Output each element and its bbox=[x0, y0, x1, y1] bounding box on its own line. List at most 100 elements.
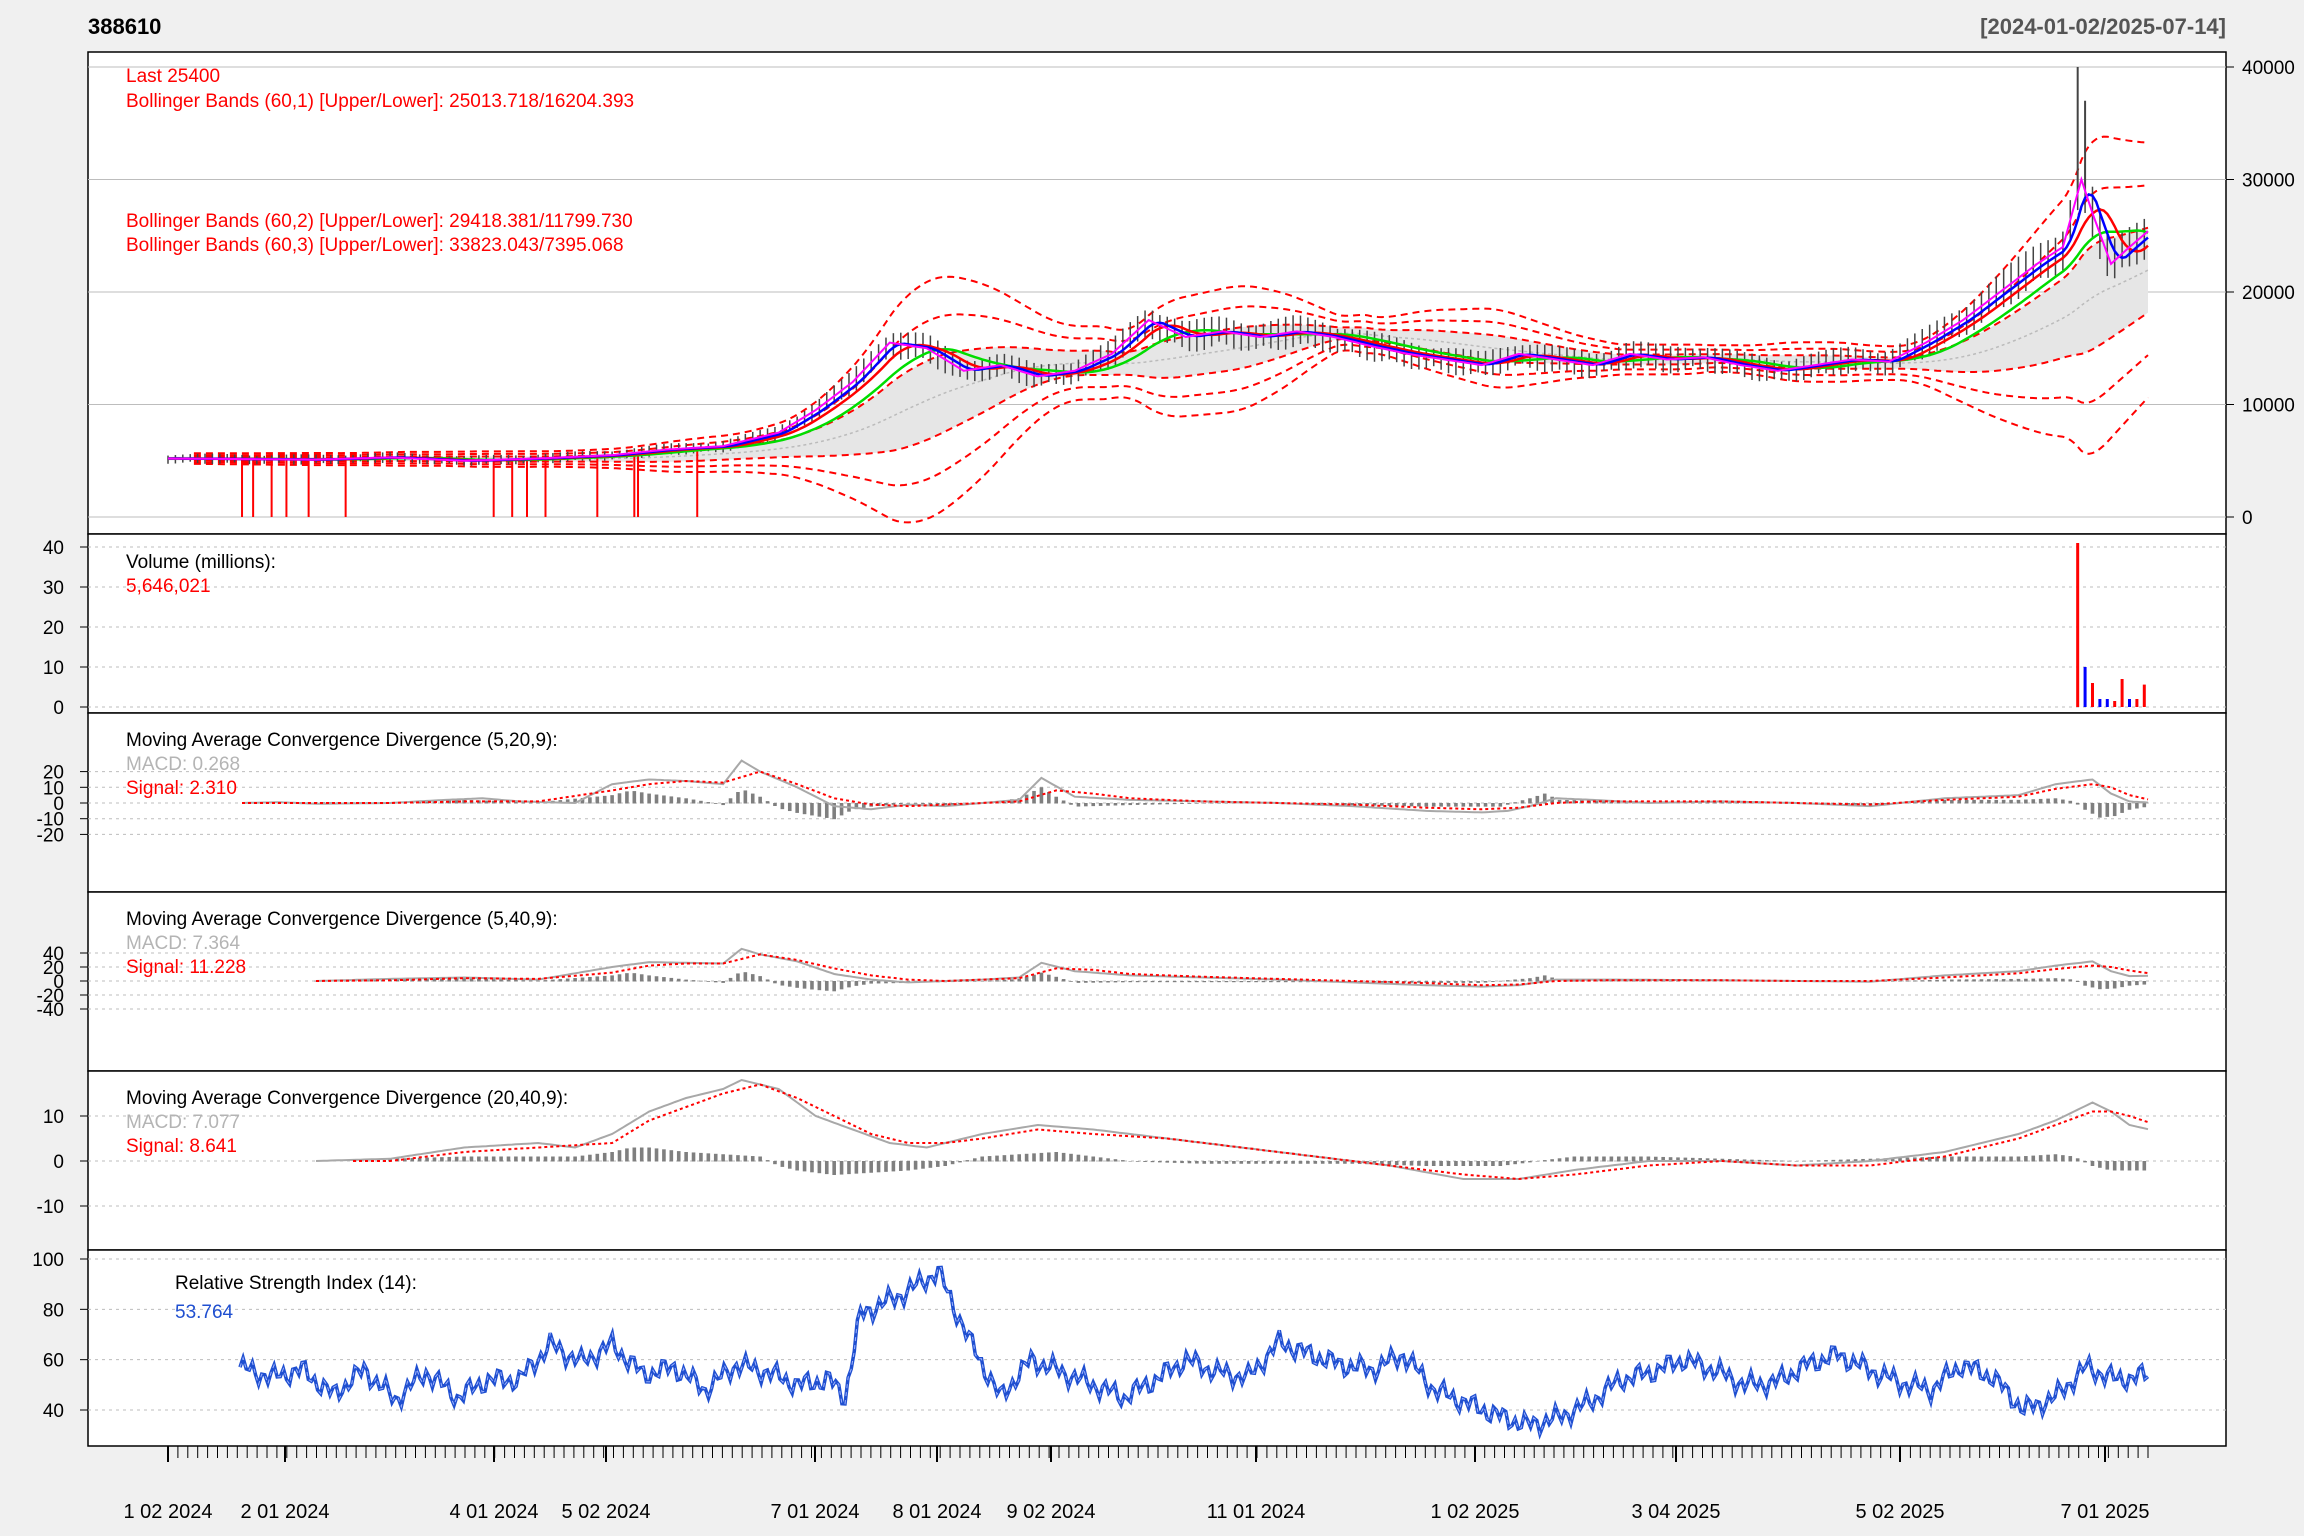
volume-tick-label: 40 bbox=[43, 538, 64, 559]
histogram-bar bbox=[484, 1156, 489, 1162]
histogram-bar bbox=[1128, 981, 1133, 983]
histogram-bar bbox=[1084, 981, 1088, 983]
histogram-bar bbox=[2112, 803, 2117, 817]
histogram-bar bbox=[580, 977, 585, 982]
x-tick-label: 5 02 2024 bbox=[562, 1501, 651, 1523]
x-tick-label: 3 04 2025 bbox=[1632, 1501, 1721, 1523]
macd_5_20-tick-label: 0 bbox=[53, 794, 64, 815]
histogram-bar bbox=[1113, 803, 1118, 806]
histogram-bar bbox=[824, 803, 829, 818]
histogram-bar bbox=[2038, 978, 2043, 982]
histogram-bar bbox=[1609, 1156, 1614, 1162]
histogram-bar bbox=[1269, 981, 1273, 983]
macd_5_40-tick-label: 40 bbox=[43, 944, 64, 965]
histogram-bar bbox=[706, 981, 711, 982]
histogram-bar bbox=[447, 800, 452, 804]
histogram-bar bbox=[1209, 1161, 1214, 1164]
histogram-bar bbox=[1298, 1161, 1303, 1164]
histogram-bar bbox=[1069, 981, 1073, 982]
histogram-bar bbox=[699, 1152, 703, 1162]
histogram-bar bbox=[1468, 803, 1473, 807]
histogram-bar bbox=[1032, 790, 1036, 804]
histogram-bar bbox=[1668, 1157, 1673, 1162]
histogram-bar bbox=[1417, 981, 1421, 983]
histogram-bar bbox=[773, 803, 777, 807]
histogram-bar bbox=[1505, 980, 1510, 982]
histogram-bar bbox=[1927, 980, 1932, 982]
histogram-bar bbox=[1202, 1161, 1207, 1164]
histogram-bar bbox=[921, 803, 925, 805]
histogram-bar bbox=[1942, 979, 1947, 982]
histogram-bar bbox=[595, 1153, 600, 1162]
histogram-bar bbox=[995, 980, 999, 982]
histogram-bar bbox=[521, 801, 526, 804]
histogram-bar bbox=[1491, 1161, 1495, 1166]
histogram-bar bbox=[1454, 803, 1458, 807]
macd_5_20-tick-label: -20 bbox=[37, 825, 64, 846]
histogram-bar bbox=[728, 1154, 733, 1162]
histogram-bar bbox=[973, 981, 977, 982]
histogram-bar bbox=[1802, 1160, 1806, 1162]
histogram-bar bbox=[891, 803, 896, 805]
histogram-bar bbox=[2120, 1161, 2124, 1171]
histogram-bar bbox=[706, 1153, 711, 1162]
histogram-bar bbox=[462, 978, 466, 982]
histogram-bar bbox=[1232, 981, 1236, 983]
histogram-bar bbox=[1572, 1156, 1577, 1162]
histogram-bar bbox=[2068, 800, 2073, 804]
histogram-bar bbox=[1942, 1156, 1947, 1162]
histogram-bar bbox=[810, 803, 814, 816]
histogram-bar bbox=[1483, 803, 1488, 807]
histogram-bar bbox=[1069, 803, 1073, 805]
histogram-bar bbox=[528, 801, 533, 804]
histogram-bar bbox=[1239, 981, 1244, 983]
histogram-bar bbox=[950, 803, 955, 805]
histogram-bar bbox=[1861, 1158, 1865, 1162]
histogram-bar bbox=[2024, 978, 2028, 982]
histogram-bar bbox=[1542, 975, 1547, 982]
histogram-bar bbox=[1964, 799, 1969, 804]
histogram-bar bbox=[491, 800, 496, 804]
histogram-bar bbox=[765, 801, 770, 804]
histogram-bar bbox=[1143, 1161, 1147, 1162]
histogram-bar bbox=[1232, 803, 1236, 804]
histogram-bar bbox=[1565, 799, 1569, 804]
volume-bar bbox=[2135, 699, 2139, 707]
histogram-bar bbox=[780, 1161, 785, 1167]
histogram-bar bbox=[602, 795, 607, 804]
histogram-bar bbox=[1883, 803, 1888, 805]
histogram-bar bbox=[721, 1154, 725, 1162]
histogram-bar bbox=[980, 1156, 985, 1162]
histogram-bar bbox=[1276, 1161, 1281, 1164]
histogram-bar bbox=[2142, 981, 2147, 985]
histogram-bar bbox=[1913, 801, 1917, 804]
histogram-bar bbox=[432, 978, 437, 982]
histogram-bar bbox=[2135, 981, 2139, 986]
histogram-bar bbox=[2083, 981, 2087, 986]
histogram-bar bbox=[1121, 1160, 1125, 1162]
histogram-bar bbox=[773, 981, 777, 984]
histogram-bar bbox=[1505, 1161, 1510, 1166]
histogram-bar bbox=[1787, 1160, 1791, 1162]
histogram-bar bbox=[1239, 1161, 1244, 1164]
histogram-bar bbox=[1957, 1156, 1962, 1162]
histogram-bar bbox=[1520, 800, 1525, 804]
macd_5_40-tick-label: 20 bbox=[43, 958, 64, 979]
histogram-bar bbox=[1380, 981, 1384, 983]
bb1-label: Bollinger Bands (60,1) [Upper/Lower]: 25… bbox=[126, 91, 634, 112]
histogram-bar bbox=[1905, 1157, 1910, 1162]
histogram-bar bbox=[1542, 1160, 1547, 1162]
histogram-bar bbox=[1727, 1158, 1732, 1162]
bb2-label: Bollinger Bands (60,2) [Upper/Lower]: 29… bbox=[126, 211, 633, 232]
histogram-bar bbox=[1994, 979, 1999, 982]
rsi-title: Relative Strength Index (14): bbox=[175, 1273, 417, 1294]
histogram-bar bbox=[684, 1152, 688, 1162]
histogram-bar bbox=[691, 799, 696, 804]
histogram-bar bbox=[440, 1157, 444, 1162]
histogram-bar bbox=[2083, 1161, 2087, 1163]
histogram-bar bbox=[691, 1152, 696, 1162]
volume-bar bbox=[2098, 699, 2102, 707]
volume-bar bbox=[2127, 699, 2131, 707]
